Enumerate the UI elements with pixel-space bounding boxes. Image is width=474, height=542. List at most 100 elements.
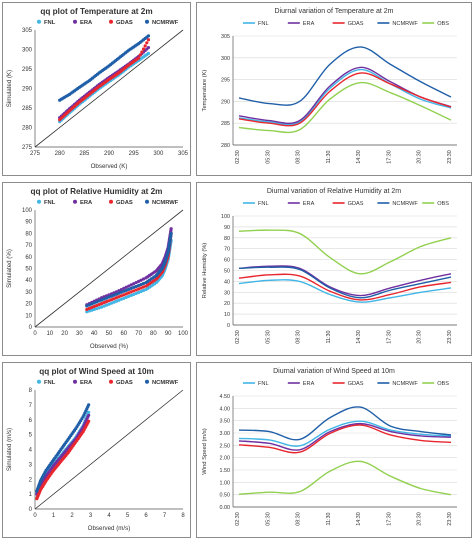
x-axis-title: Observed (%) bbox=[90, 343, 128, 350]
x-tick-label: 40 bbox=[91, 331, 98, 337]
x-tick-label: 90 bbox=[165, 331, 172, 337]
y-tick-label: 50 bbox=[25, 267, 32, 273]
data-point-ncmrwf bbox=[139, 282, 143, 287]
data-point-ncmrwf bbox=[107, 295, 111, 299]
x-tick-label: 3 bbox=[89, 513, 93, 519]
series-line-gdas bbox=[238, 72, 452, 127]
y-tick-label: 285 bbox=[22, 106, 33, 112]
y-tick-label: 290 bbox=[22, 87, 33, 93]
x-tick-label: 02:30 bbox=[235, 150, 241, 164]
data-point-ncmrwf bbox=[127, 287, 131, 291]
series-line-obs bbox=[238, 229, 452, 275]
y-tick-label: 275 bbox=[22, 145, 33, 151]
x-tick-label: 20:30 bbox=[417, 330, 423, 344]
data-point-gdas bbox=[117, 295, 121, 299]
x-tick-label: 280 bbox=[55, 151, 66, 157]
data-point-gdas bbox=[145, 41, 149, 45]
y-tick-label: 305 bbox=[22, 28, 33, 34]
x-tick-label: 20:30 bbox=[417, 512, 423, 526]
y-axis-title: Relative Humidity (%) bbox=[202, 243, 208, 299]
y-tick-label: 50 bbox=[224, 269, 230, 275]
data-point-fnl bbox=[107, 302, 111, 306]
legend-label-fnl: FNL bbox=[44, 380, 56, 386]
y-tick-label: 1 bbox=[29, 492, 33, 498]
y-axis-title: Simulated (K) bbox=[6, 70, 13, 107]
legend-label-gdas: GDAS bbox=[116, 200, 133, 206]
y-tick-label: 295 bbox=[221, 78, 230, 84]
data-point-ncmrwf bbox=[87, 303, 91, 307]
data-point-gdas bbox=[137, 56, 141, 60]
legend-label-era: ERA bbox=[303, 381, 315, 387]
data-point-gdas bbox=[134, 288, 138, 292]
data-point-era bbox=[119, 287, 123, 292]
legend-swatch-gdas bbox=[109, 19, 113, 24]
data-point-fnl bbox=[102, 304, 106, 308]
legend-swatch-fnl bbox=[37, 379, 41, 384]
identity-line bbox=[34, 29, 184, 148]
x-tick-label: 08:30 bbox=[296, 330, 302, 344]
data-point-gdas bbox=[140, 50, 144, 54]
data-point-gdas bbox=[129, 290, 133, 294]
y-tick-label: 0 bbox=[29, 507, 33, 513]
data-point-ncmrwf bbox=[102, 297, 106, 301]
legend-label-era: ERA bbox=[303, 21, 315, 27]
y-tick-label: 8 bbox=[29, 388, 33, 394]
data-point-ncmrwf bbox=[87, 403, 91, 407]
data-point-fnl bbox=[114, 299, 118, 303]
y-tick-label: 2.00 bbox=[220, 456, 231, 462]
y-tick-label: 4.00 bbox=[220, 406, 231, 412]
x-tick-label: 5 bbox=[126, 513, 130, 519]
data-point-fnl bbox=[109, 301, 114, 305]
x-tick-label: 30 bbox=[76, 331, 83, 337]
chart-diurnal-relative-humidity: Diurnal variation of Relative Humidity a… bbox=[202, 188, 457, 344]
x-axis-title: Observed (K) bbox=[91, 163, 128, 170]
legend-label-era: ERA bbox=[80, 20, 93, 26]
data-point-fnl bbox=[95, 307, 99, 311]
data-point-era bbox=[117, 289, 121, 293]
data-point-ncmrwf bbox=[134, 284, 138, 289]
legend-swatch-ncmrwf bbox=[145, 199, 149, 204]
data-point-gdas bbox=[97, 302, 101, 307]
y-tick-label: 4 bbox=[29, 448, 33, 454]
y-axis-title: Wind Speed (m/s) bbox=[202, 428, 208, 474]
data-point-fnl bbox=[124, 295, 128, 299]
y-tick-label: 2 bbox=[29, 477, 33, 483]
data-point-fnl bbox=[134, 291, 138, 296]
identity-line bbox=[34, 209, 184, 328]
data-point-fnl bbox=[119, 297, 123, 301]
y-tick-label: 0 bbox=[227, 323, 230, 329]
data-point-fnl bbox=[146, 51, 151, 56]
x-tick-label: 100 bbox=[178, 331, 189, 337]
y-tick-label: 90 bbox=[224, 225, 230, 231]
data-point-era bbox=[100, 296, 104, 300]
panel-diurnal-temperature: Diurnal variation of Temperature at 2m FN… bbox=[196, 2, 472, 176]
x-tick-label: 300 bbox=[153, 151, 164, 157]
x-axis-title: Observed (m/s) bbox=[88, 525, 131, 532]
data-point-ncmrwf bbox=[117, 291, 121, 295]
x-tick-label: 17:30 bbox=[386, 150, 392, 164]
data-point-ncmrwf bbox=[169, 231, 173, 235]
data-point-gdas bbox=[104, 300, 109, 304]
x-tick-label: 70 bbox=[135, 331, 142, 337]
x-tick-label: 4 bbox=[107, 513, 111, 519]
data-point-fnl bbox=[97, 306, 101, 310]
y-tick-label: 3.00 bbox=[220, 431, 231, 437]
x-tick-label: 17:30 bbox=[386, 330, 392, 344]
legend-swatch-fnl bbox=[37, 19, 41, 24]
data-point-gdas bbox=[119, 294, 123, 298]
identity-line bbox=[34, 389, 184, 510]
data-point-era bbox=[132, 282, 136, 286]
x-tick-label: 305 bbox=[178, 151, 189, 157]
y-axis-title: Temperature (K) bbox=[202, 69, 208, 111]
data-point-gdas bbox=[95, 303, 99, 308]
data-point-ncmrwf bbox=[146, 34, 151, 38]
panel-diurnal-relative-humidity: Diurnal variation of Relative Humidity a… bbox=[196, 182, 472, 356]
y-tick-label: 6 bbox=[29, 418, 33, 424]
y-tick-label: 0.00 bbox=[220, 505, 231, 511]
legend-swatch-ncmrwf bbox=[145, 19, 149, 24]
legend-swatch-era bbox=[73, 199, 77, 204]
data-point-gdas bbox=[127, 291, 131, 295]
data-point-fnl bbox=[104, 303, 109, 307]
y-tick-label: 300 bbox=[22, 48, 33, 54]
data-point-gdas bbox=[102, 301, 106, 305]
